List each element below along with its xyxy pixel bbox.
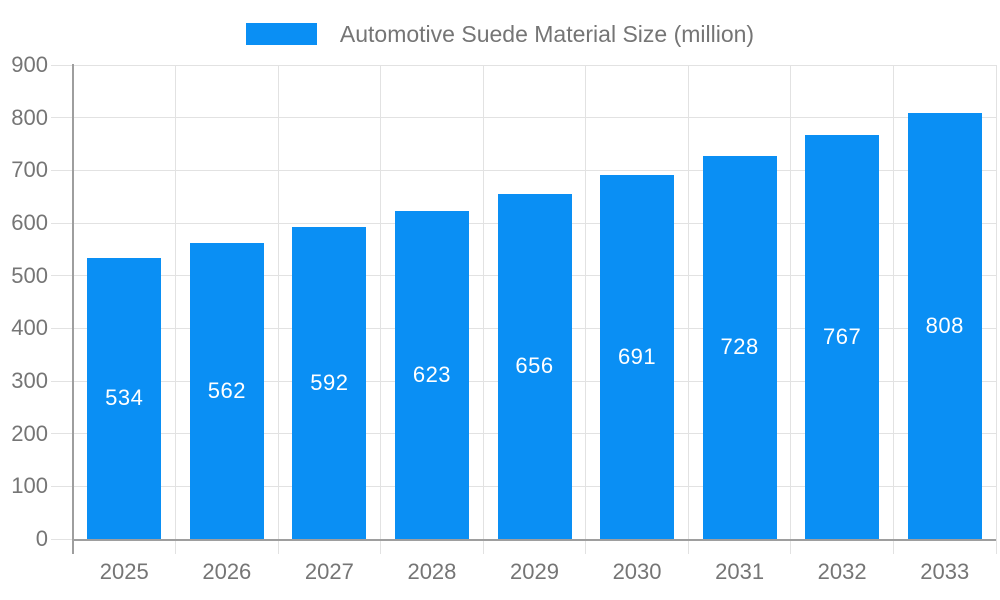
x-gridline xyxy=(482,65,484,554)
x-tick-label: 2029 xyxy=(510,559,559,584)
y-tick-label: 600 xyxy=(11,210,48,235)
bar[interactable]: 691 xyxy=(600,175,675,539)
x-gridline xyxy=(175,65,177,554)
y-tick-label: 0 xyxy=(35,526,48,551)
y-axis-line xyxy=(72,64,74,554)
y-tick-label: 800 xyxy=(11,104,48,130)
bar-value-label: 767 xyxy=(823,324,862,349)
bar[interactable]: 562 xyxy=(189,243,264,539)
x-tick-label: 2025 xyxy=(99,559,149,584)
bar[interactable]: 728 xyxy=(702,155,777,539)
bar[interactable]: 656 xyxy=(497,193,572,539)
y-tick-label: 400 xyxy=(11,315,48,341)
y-gridline xyxy=(51,117,996,119)
bar[interactable]: 623 xyxy=(394,210,469,539)
bar-value-label: 592 xyxy=(310,370,349,396)
x-gridline xyxy=(892,65,894,554)
x-gridline xyxy=(585,65,587,554)
y-tick-label: 300 xyxy=(11,368,48,393)
x-gridline xyxy=(277,65,279,554)
bar[interactable]: 767 xyxy=(805,135,880,539)
bar[interactable]: 592 xyxy=(292,227,367,539)
y-tick-label: 500 xyxy=(11,262,48,288)
x-tick-label: 2027 xyxy=(304,559,354,584)
x-tick-label: 2026 xyxy=(202,559,252,584)
x-tick-label: 2028 xyxy=(407,559,457,584)
x-tick-label: 2030 xyxy=(612,559,662,584)
bar-value-label: 623 xyxy=(412,361,452,387)
x-gridline xyxy=(380,65,382,554)
x-gridline xyxy=(995,65,997,554)
legend[interactable]: Automotive Suede Material Size (million) xyxy=(0,18,1000,50)
y-tick-label: 700 xyxy=(11,157,48,183)
x-axis-line xyxy=(72,539,996,541)
x-tick-label: 2033 xyxy=(920,559,970,584)
y-gridline xyxy=(51,64,996,66)
y-tick-label: 200 xyxy=(11,420,48,446)
bar-value-label: 728 xyxy=(720,334,759,360)
bar-value-label: 562 xyxy=(207,377,246,403)
bar[interactable]: 808 xyxy=(907,113,982,539)
legend-label: Automotive Suede Material Size (million) xyxy=(339,20,755,47)
bar-value-label: 534 xyxy=(105,385,144,411)
legend-swatch xyxy=(245,23,317,45)
y-tick-label: 100 xyxy=(11,473,48,499)
bar-value-label: 691 xyxy=(617,344,657,370)
x-tick-label: 2032 xyxy=(817,559,867,584)
x-gridline xyxy=(687,65,689,554)
bar-value-label: 656 xyxy=(515,353,554,379)
x-gridline xyxy=(790,65,792,554)
x-tick-label: 2031 xyxy=(715,559,765,584)
bar[interactable]: 534 xyxy=(87,257,162,539)
y-tick-label: 900 xyxy=(11,52,48,77)
y-gridline xyxy=(51,169,996,171)
bar-value-label: 808 xyxy=(925,313,964,339)
